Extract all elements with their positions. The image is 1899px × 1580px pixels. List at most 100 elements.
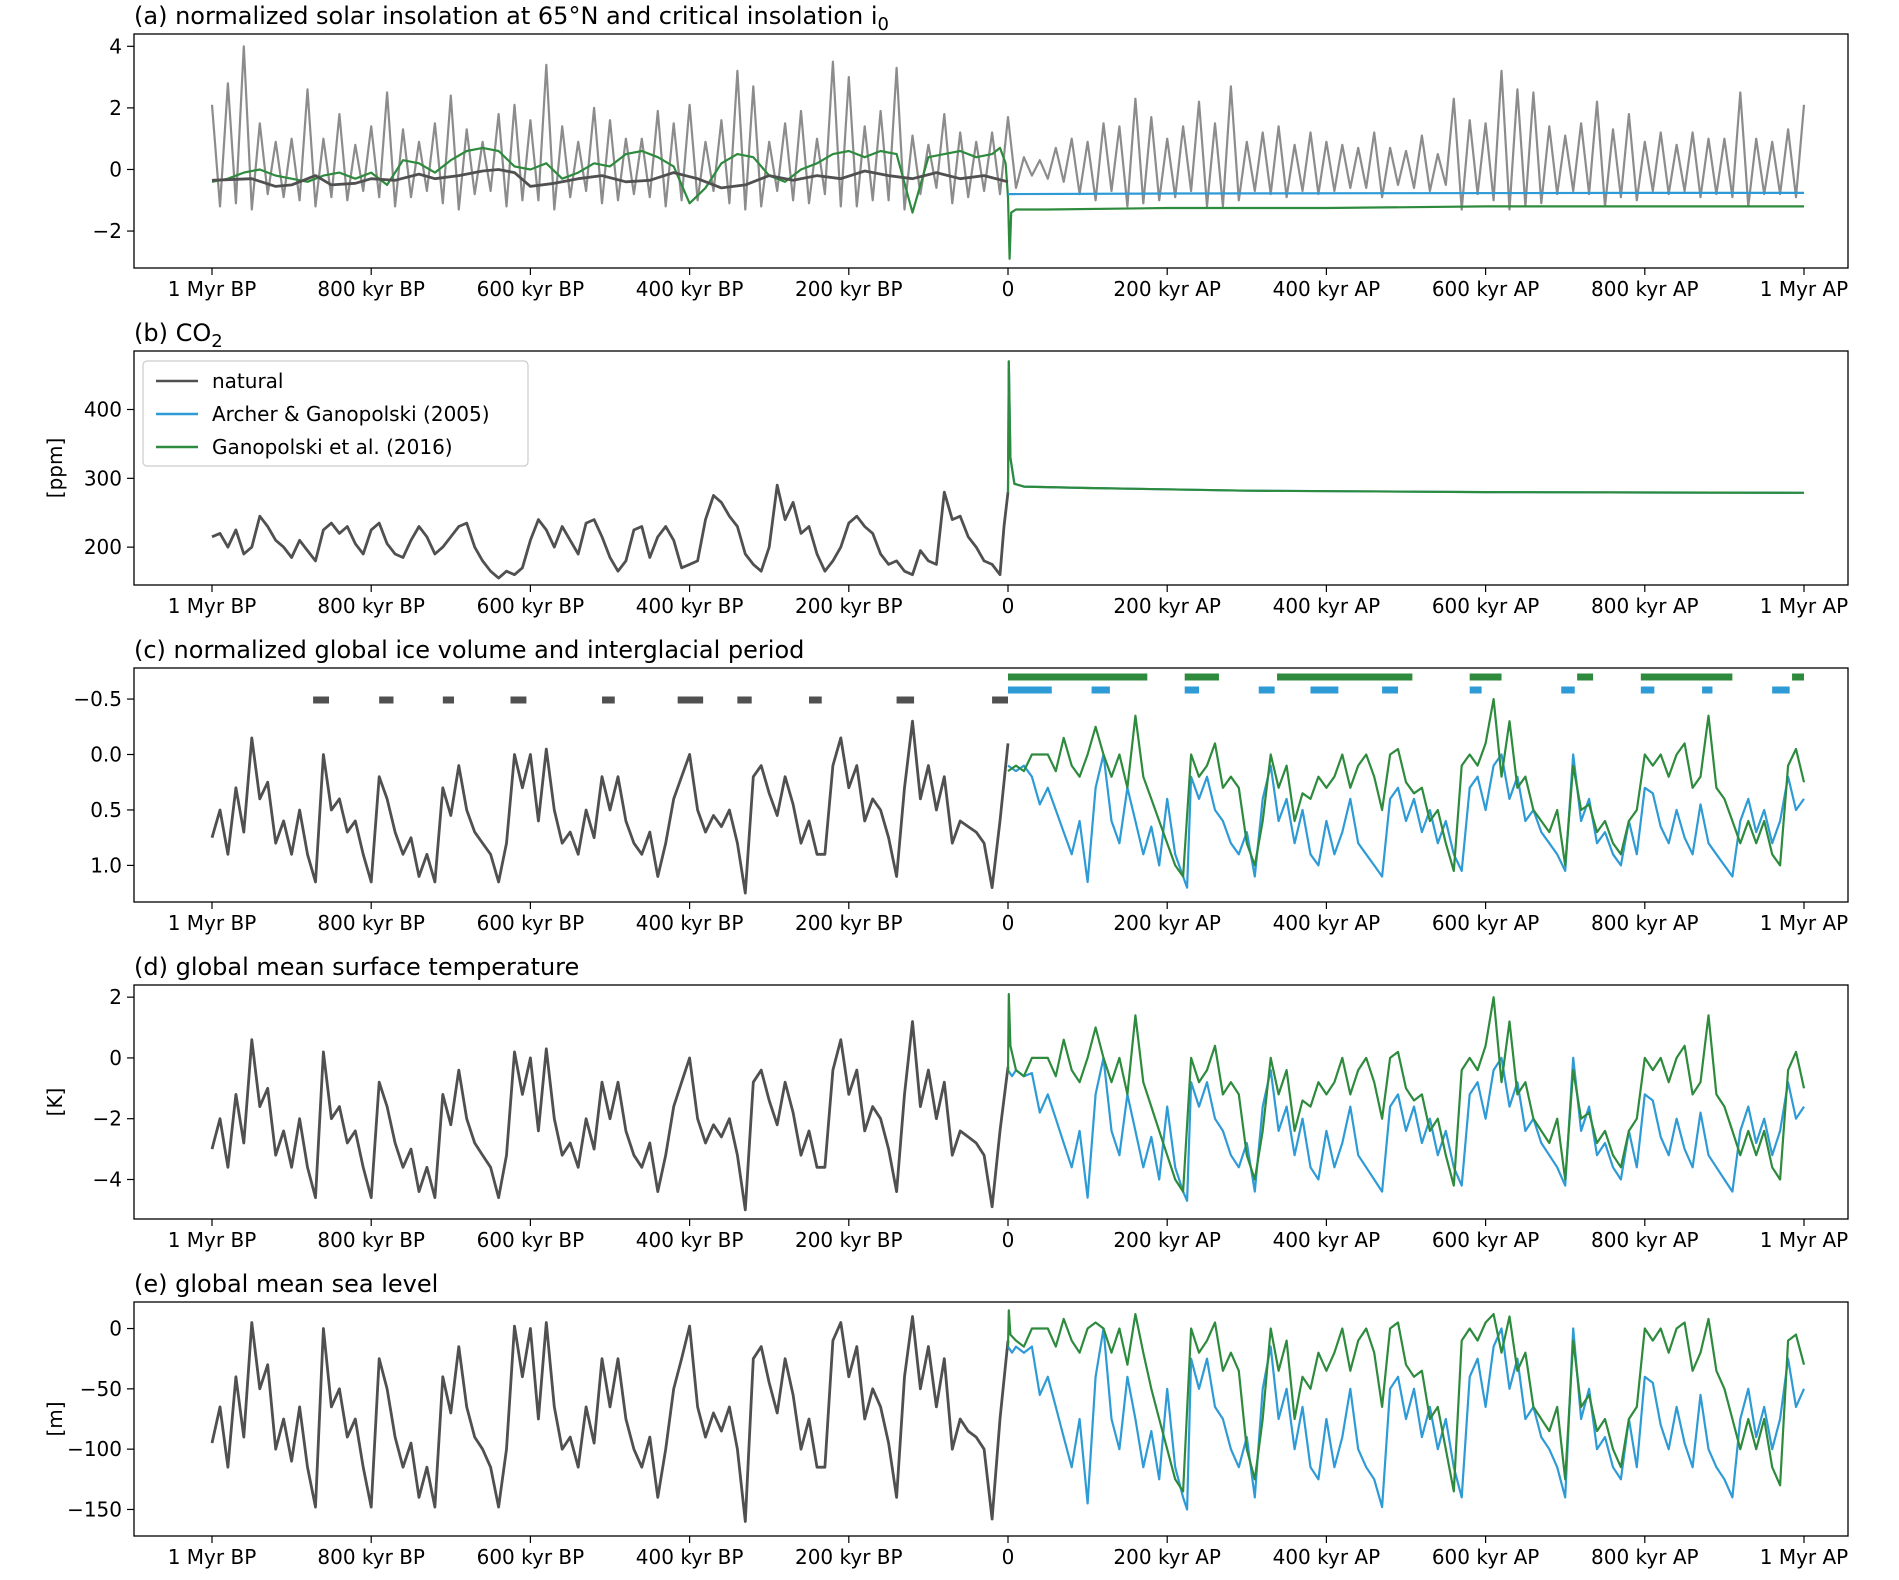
x-tick-label-e: 600 kyr AP	[1432, 1545, 1540, 1569]
x-tick-label-b: 400 kyr BP	[636, 594, 744, 618]
x-tick-label-b: 600 kyr BP	[477, 594, 585, 618]
series-line-archer	[1007, 1056, 1805, 1202]
x-tick-label-d: 600 kyr BP	[477, 1228, 585, 1252]
y-tick-label-c: 0.5	[90, 798, 122, 822]
x-tick-label-c: 1 Myr AP	[1760, 911, 1849, 935]
x-tick-label-c: 200 kyr AP	[1113, 911, 1221, 935]
interglacial-bar-archer	[1310, 686, 1339, 694]
x-tick-label-b: 400 kyr AP	[1273, 594, 1381, 618]
y-axis-label-d: [K]	[43, 1088, 67, 1117]
series-line-ganopolski	[1007, 698, 1806, 878]
series-line-natural	[210, 1020, 1010, 1212]
y-tick-label-c: 0.0	[90, 743, 122, 767]
y-tick-label-d: −2	[93, 1107, 122, 1131]
plot-frame-c	[133, 667, 1849, 903]
x-tick-label-e: 0	[1002, 1545, 1015, 1569]
series-line-ganopolski	[211, 146, 1804, 260]
y-tick-label-a: −2	[93, 219, 122, 243]
x-tick-label-c: 0	[1002, 911, 1015, 935]
x-tick-label-b: 0	[1002, 594, 1015, 618]
plot-frame-a	[133, 33, 1849, 269]
legend-label-natural: natural	[212, 369, 283, 393]
x-tick-label-c: 1 Myr BP	[168, 911, 257, 935]
panel-c: (c) normalized global ice volume and int…	[73, 636, 1849, 935]
y-tick-label-e: 0	[109, 1317, 122, 1341]
series-line-ganopolski	[1006, 360, 1805, 494]
y-tick-label-d: 2	[109, 985, 122, 1009]
y-tick-label-c: −0.5	[73, 687, 122, 711]
x-tick-label-b: 600 kyr AP	[1432, 594, 1540, 618]
x-tick-label-c: 400 kyr BP	[636, 911, 744, 935]
x-tick-label-d: 1 Myr AP	[1760, 1228, 1849, 1252]
series-line-archer	[1006, 360, 1805, 494]
x-tick-label-a: 600 kyr BP	[477, 277, 585, 301]
series-line-natural	[211, 483, 1010, 580]
x-tick-label-c: 600 kyr BP	[477, 911, 585, 935]
x-tick-label-d: 1 Myr BP	[168, 1228, 257, 1252]
series-line-archer	[1007, 753, 1805, 889]
x-tick-label-c: 800 kyr AP	[1591, 911, 1699, 935]
interglacial-bar-archer	[1382, 686, 1399, 694]
y-tick-label-a: 0	[109, 157, 122, 181]
series-line-ganopolski	[1006, 1309, 1806, 1493]
y-tick-label-b: 400	[84, 398, 122, 422]
x-tick-label-a: 1 Myr AP	[1760, 277, 1849, 301]
x-tick-label-a: 800 kyr AP	[1591, 277, 1699, 301]
y-tick-label-c: 1.0	[90, 853, 122, 877]
x-tick-label-a: 600 kyr AP	[1432, 277, 1540, 301]
panel-title-a: (a) normalized solar insolation at 65°N …	[134, 2, 889, 35]
legend-label-ganopolski: Ganopolski et al. (2016)	[212, 435, 453, 459]
interglacial-bar-archer	[1184, 686, 1200, 694]
x-tick-label-b: 800 kyr AP	[1591, 594, 1699, 618]
x-tick-label-c: 800 kyr BP	[317, 911, 425, 935]
interglacial-bar-archer	[1561, 686, 1575, 694]
y-tick-label-e: −100	[67, 1437, 122, 1461]
panel-d: (d) global mean surface temperature [K] −4…	[43, 953, 1849, 1252]
x-tick-label-c: 400 kyr AP	[1273, 911, 1381, 935]
interglacial-bar-ganopolski	[1469, 673, 1502, 681]
panel-title-c: (c) normalized global ice volume and int…	[134, 636, 804, 664]
interglacial-bar-ganopolski	[1792, 673, 1804, 681]
y-tick-label-d: 0	[109, 1046, 122, 1070]
interglacial-bar-archer	[1469, 686, 1482, 694]
y-axis-label-b: [ppm]	[43, 438, 67, 498]
x-tick-label-a: 200 kyr BP	[795, 277, 903, 301]
x-tick-label-b: 800 kyr BP	[317, 594, 425, 618]
interglacial-bar-natural	[379, 696, 394, 704]
x-tick-label-b: 1 Myr AP	[1760, 594, 1849, 618]
interglacial-bar-natural	[510, 696, 527, 704]
interglacial-bar-natural	[737, 696, 752, 704]
x-tick-label-a: 400 kyr BP	[636, 277, 744, 301]
panel-e: (e) global mean sea level [m] −150 −100 −50 0…	[43, 1270, 1849, 1569]
interglacial-bar-ganopolski	[1184, 673, 1219, 681]
x-tick-label-c: 200 kyr BP	[795, 911, 903, 935]
panel-title-e: (e) global mean sea level	[134, 1270, 438, 1298]
interglacial-bar-archer	[1258, 686, 1275, 694]
y-tick-label-a: 4	[109, 34, 122, 58]
interglacial-bar-ganopolski	[1277, 673, 1413, 681]
series-line-natural	[210, 719, 1010, 895]
interglacial-bar-natural	[677, 696, 704, 704]
x-tick-label-c: 600 kyr AP	[1432, 911, 1540, 935]
x-tick-label-e: 200 kyr AP	[1113, 1545, 1221, 1569]
panel-b: (b) CO2 [ppm] 200 300 400 1 Myr BP 800 kyr BP 6…	[43, 319, 1849, 618]
x-tick-label-b: 200 kyr BP	[795, 594, 903, 618]
interglacial-bar-natural	[896, 696, 915, 704]
x-tick-label-a: 400 kyr AP	[1273, 277, 1381, 301]
x-tick-label-d: 200 kyr AP	[1113, 1228, 1221, 1252]
plot-frame-d	[133, 984, 1849, 1220]
series-line-natural	[211, 168, 1009, 190]
panel-a: (a) normalized solar insolation at 65°N …	[93, 2, 1849, 301]
series-line-archer	[1008, 191, 1804, 196]
x-tick-label-e: 400 kyr BP	[636, 1545, 744, 1569]
plot-frame-e	[133, 1301, 1849, 1537]
legend: natural Archer & Ganopolski (2005) Ganopol…	[142, 360, 529, 467]
interglacial-bar-natural	[442, 696, 454, 704]
x-tick-label-b: 1 Myr BP	[168, 594, 257, 618]
x-tick-label-a: 800 kyr BP	[317, 277, 425, 301]
interglacial-bar-natural	[602, 696, 615, 704]
series-line-ganopolski	[1006, 993, 1806, 1193]
series-line-insolation	[210, 45, 1806, 211]
x-tick-label-e: 1 Myr AP	[1760, 1545, 1849, 1569]
